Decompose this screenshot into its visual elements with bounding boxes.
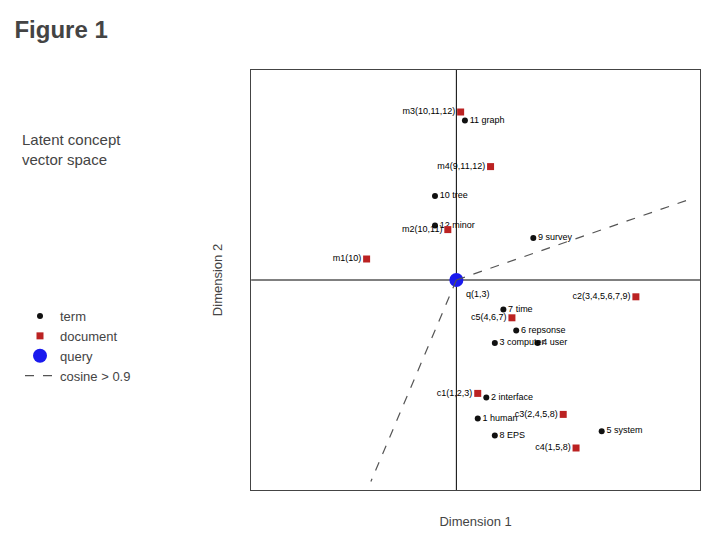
svg-text:2 interface: 2 interface <box>491 392 533 402</box>
svg-text:11 graph: 11 graph <box>470 115 505 125</box>
svg-text:c1(1,2,3): c1(1,2,3) <box>437 388 473 398</box>
svg-text:7 time: 7 time <box>508 304 533 314</box>
svg-text:Latent conceptvector space: Latent conceptvector space <box>22 131 121 168</box>
svg-text:c3(2,4,5,8): c3(2,4,5,8) <box>515 409 558 419</box>
svg-text:term: term <box>60 309 86 324</box>
svg-text:m3(10,11,12): m3(10,11,12) <box>402 106 455 116</box>
svg-text:10 tree: 10 tree <box>440 190 468 200</box>
svg-text:c4(1,5,8): c4(1,5,8) <box>535 442 571 452</box>
svg-text:cosine > 0.9: cosine > 0.9 <box>60 369 130 384</box>
svg-text:Figure 1: Figure 1 <box>14 16 107 43</box>
svg-text:9 survey: 9 survey <box>538 232 573 242</box>
svg-text:Dimension 1: Dimension 1 <box>439 514 511 529</box>
svg-text:query: query <box>60 349 93 364</box>
svg-text:1 human: 1 human <box>482 413 517 423</box>
svg-text:c2(3,4,5,6,7,9): c2(3,4,5,6,7,9) <box>572 291 630 301</box>
svg-text:6 repsonse: 6 repsonse <box>521 325 566 335</box>
svg-text:m1(10): m1(10) <box>333 253 362 263</box>
svg-text:5 system: 5 system <box>606 425 642 435</box>
svg-text:3 computer: 3 computer <box>500 337 545 347</box>
svg-text:8 EPS: 8 EPS <box>500 430 526 440</box>
svg-text:m2(10,11): m2(10,11) <box>402 224 442 234</box>
svg-text:4 user: 4 user <box>542 337 567 347</box>
svg-text:q(1,3): q(1,3) <box>466 289 490 299</box>
svg-text:12 minor: 12 minor <box>440 220 475 230</box>
svg-text:Dimension 2: Dimension 2 <box>210 244 225 316</box>
svg-text:c5(4,6,7): c5(4,6,7) <box>471 312 507 322</box>
svg-text:document: document <box>60 329 117 344</box>
svg-text:m4(9,11,12): m4(9,11,12) <box>437 161 485 171</box>
